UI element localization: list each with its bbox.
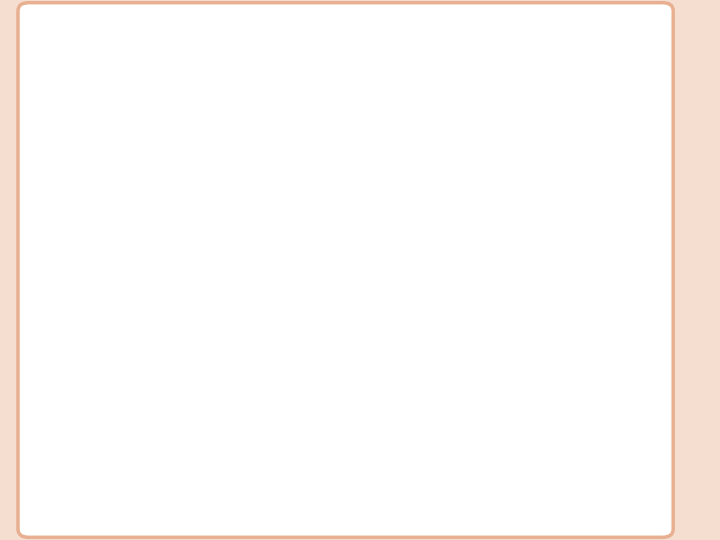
FancyArrowPatch shape: [402, 426, 454, 457]
Polygon shape: [122, 212, 297, 302]
Circle shape: [463, 381, 501, 413]
FancyArrowPatch shape: [222, 169, 311, 232]
Text: 22: 22: [607, 492, 629, 507]
Circle shape: [443, 365, 521, 429]
Text: Red bone
marrow
of adults: Red bone marrow of adults: [86, 205, 148, 248]
Polygon shape: [305, 130, 387, 194]
Circle shape: [334, 139, 369, 168]
Text: —Thymus: —Thymus: [512, 261, 575, 274]
Text: B cell: B cell: [190, 437, 228, 450]
Ellipse shape: [439, 228, 484, 296]
Text: Differentiate to
T cells in thymus: Differentiate to T cells in thymus: [426, 309, 538, 337]
Text: Differentiate to
B cells in adult
red bone marrow: Differentiate to B cells in adult red bo…: [153, 309, 266, 352]
Text: Migrate to lymphoid
tissue such as spleen,
but especially lymph
nodes: Migrate to lymphoid tissue such as splee…: [272, 464, 419, 522]
Text: Figure 17.1Differentiation of T cells andB cells.: Figure 17.1Differentiation of T cells an…: [63, 24, 292, 34]
FancyArrowPatch shape: [380, 169, 469, 237]
Text: Stem cells develop
in bone marrow or
in fetal liver: Stem cells develop in bone marrow or in …: [283, 24, 408, 67]
Text: Stem cell
(diverges into
two cell lines): Stem cell (diverges into two cell lines): [300, 200, 392, 243]
Ellipse shape: [488, 228, 516, 245]
Circle shape: [106, 204, 150, 240]
Circle shape: [170, 365, 248, 429]
Ellipse shape: [442, 232, 481, 262]
Circle shape: [591, 478, 644, 522]
Circle shape: [185, 377, 223, 408]
Ellipse shape: [480, 228, 524, 296]
Circle shape: [268, 274, 312, 310]
Text: F: F: [60, 24, 66, 34]
FancyArrowPatch shape: [238, 426, 289, 457]
Text: T cell: T cell: [463, 437, 500, 450]
Ellipse shape: [447, 228, 476, 245]
Ellipse shape: [483, 232, 521, 262]
Text: Figure: Figure: [60, 24, 96, 34]
